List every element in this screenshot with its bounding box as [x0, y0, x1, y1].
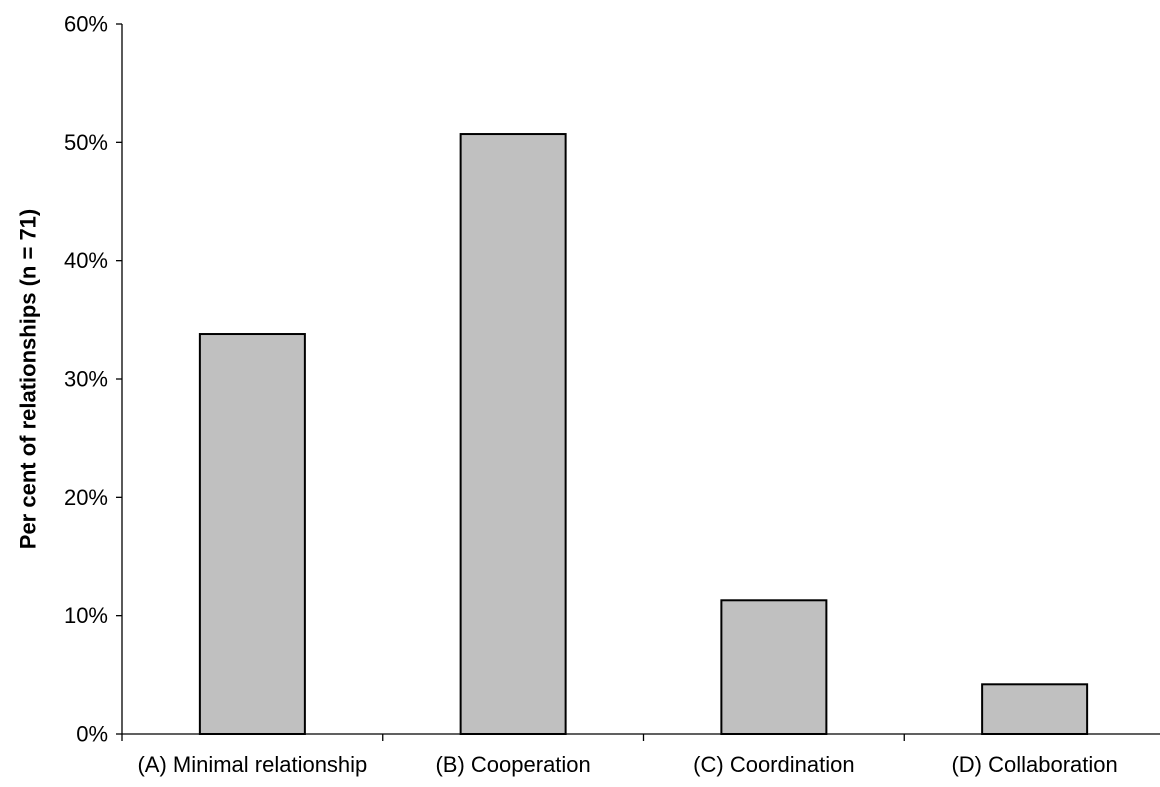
x-category-label: (A) Minimal relationship	[137, 752, 367, 777]
y-tick-label: 30%	[64, 367, 108, 392]
bars	[198, 133, 1089, 736]
x-category-label: (C) Coordination	[693, 752, 854, 777]
bar	[459, 133, 567, 736]
bar	[981, 683, 1089, 735]
x-axis: (A) Minimal relationship (B) Cooperation (…	[121, 733, 1160, 777]
y-tick-label: 60%	[64, 12, 108, 37]
y-axis: 0% 10% 20% 30% 40% 50% 60%	[64, 12, 123, 747]
y-tick-label: 40%	[64, 248, 108, 273]
y-tick-label: 50%	[64, 130, 108, 155]
x-category-label: (D) Collaboration	[951, 752, 1117, 777]
y-tick-label: 10%	[64, 603, 108, 628]
bar	[720, 599, 828, 735]
y-tick-label: 0%	[76, 722, 108, 747]
x-category-label: (B) Cooperation	[435, 752, 590, 777]
bar	[198, 333, 306, 735]
y-tick-label: 20%	[64, 485, 108, 510]
y-axis-title: Per cent of relationships (n = 71)	[16, 209, 41, 549]
